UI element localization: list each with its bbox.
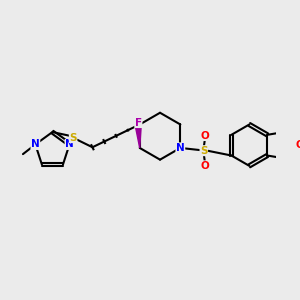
Text: O: O (201, 161, 210, 171)
Text: N: N (31, 140, 40, 149)
Text: S: S (69, 133, 77, 142)
Text: F: F (135, 118, 142, 128)
Text: O: O (201, 130, 210, 140)
Text: O: O (296, 140, 300, 150)
Polygon shape (136, 127, 141, 148)
Text: N: N (65, 140, 74, 149)
Text: S: S (200, 146, 208, 156)
Text: N: N (176, 143, 185, 153)
